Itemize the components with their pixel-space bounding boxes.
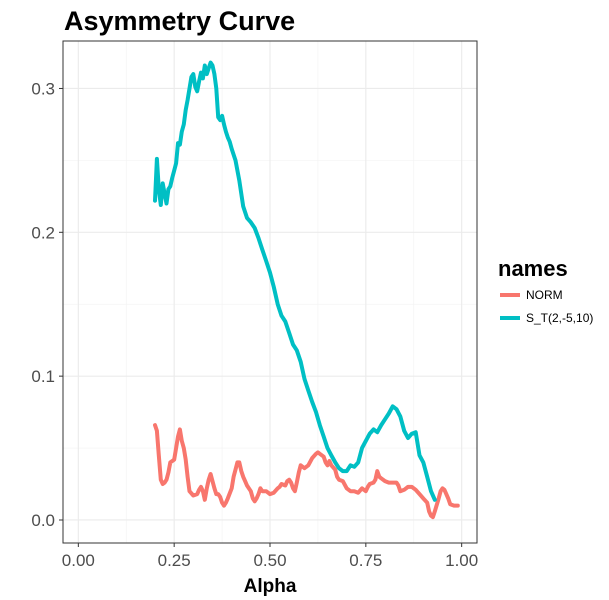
legend-label-1: S_T(2,-5,10) [526,311,593,325]
y-tick-label: 0.1 [31,367,55,386]
y-tick-label: 0.3 [31,79,55,98]
series-lines [153,60,460,520]
x-tick-label: 0.50 [253,551,286,570]
x-tick-label: 1.00 [445,551,478,570]
x-tick-label: 0.75 [349,551,382,570]
series-line-0 [153,423,460,520]
legend: names NORM S_T(2,-5,10) [498,256,593,325]
legend-label-0: NORM [526,288,563,302]
y-tick-label: 0.2 [31,223,55,242]
axes: 0.00 0.25 0.50 0.75 1.00 0.0 0.1 0.2 0.3 [31,79,478,570]
chart-title: Asymmetry Curve [64,6,295,36]
grid [63,41,477,543]
x-tick-label: 0.00 [62,551,95,570]
x-tick-label: 0.25 [158,551,191,570]
x-axis-label: Alpha [244,576,297,597]
series-line-1 [153,60,437,502]
legend-title: names [498,256,568,281]
y-tick-label: 0.0 [31,511,55,530]
